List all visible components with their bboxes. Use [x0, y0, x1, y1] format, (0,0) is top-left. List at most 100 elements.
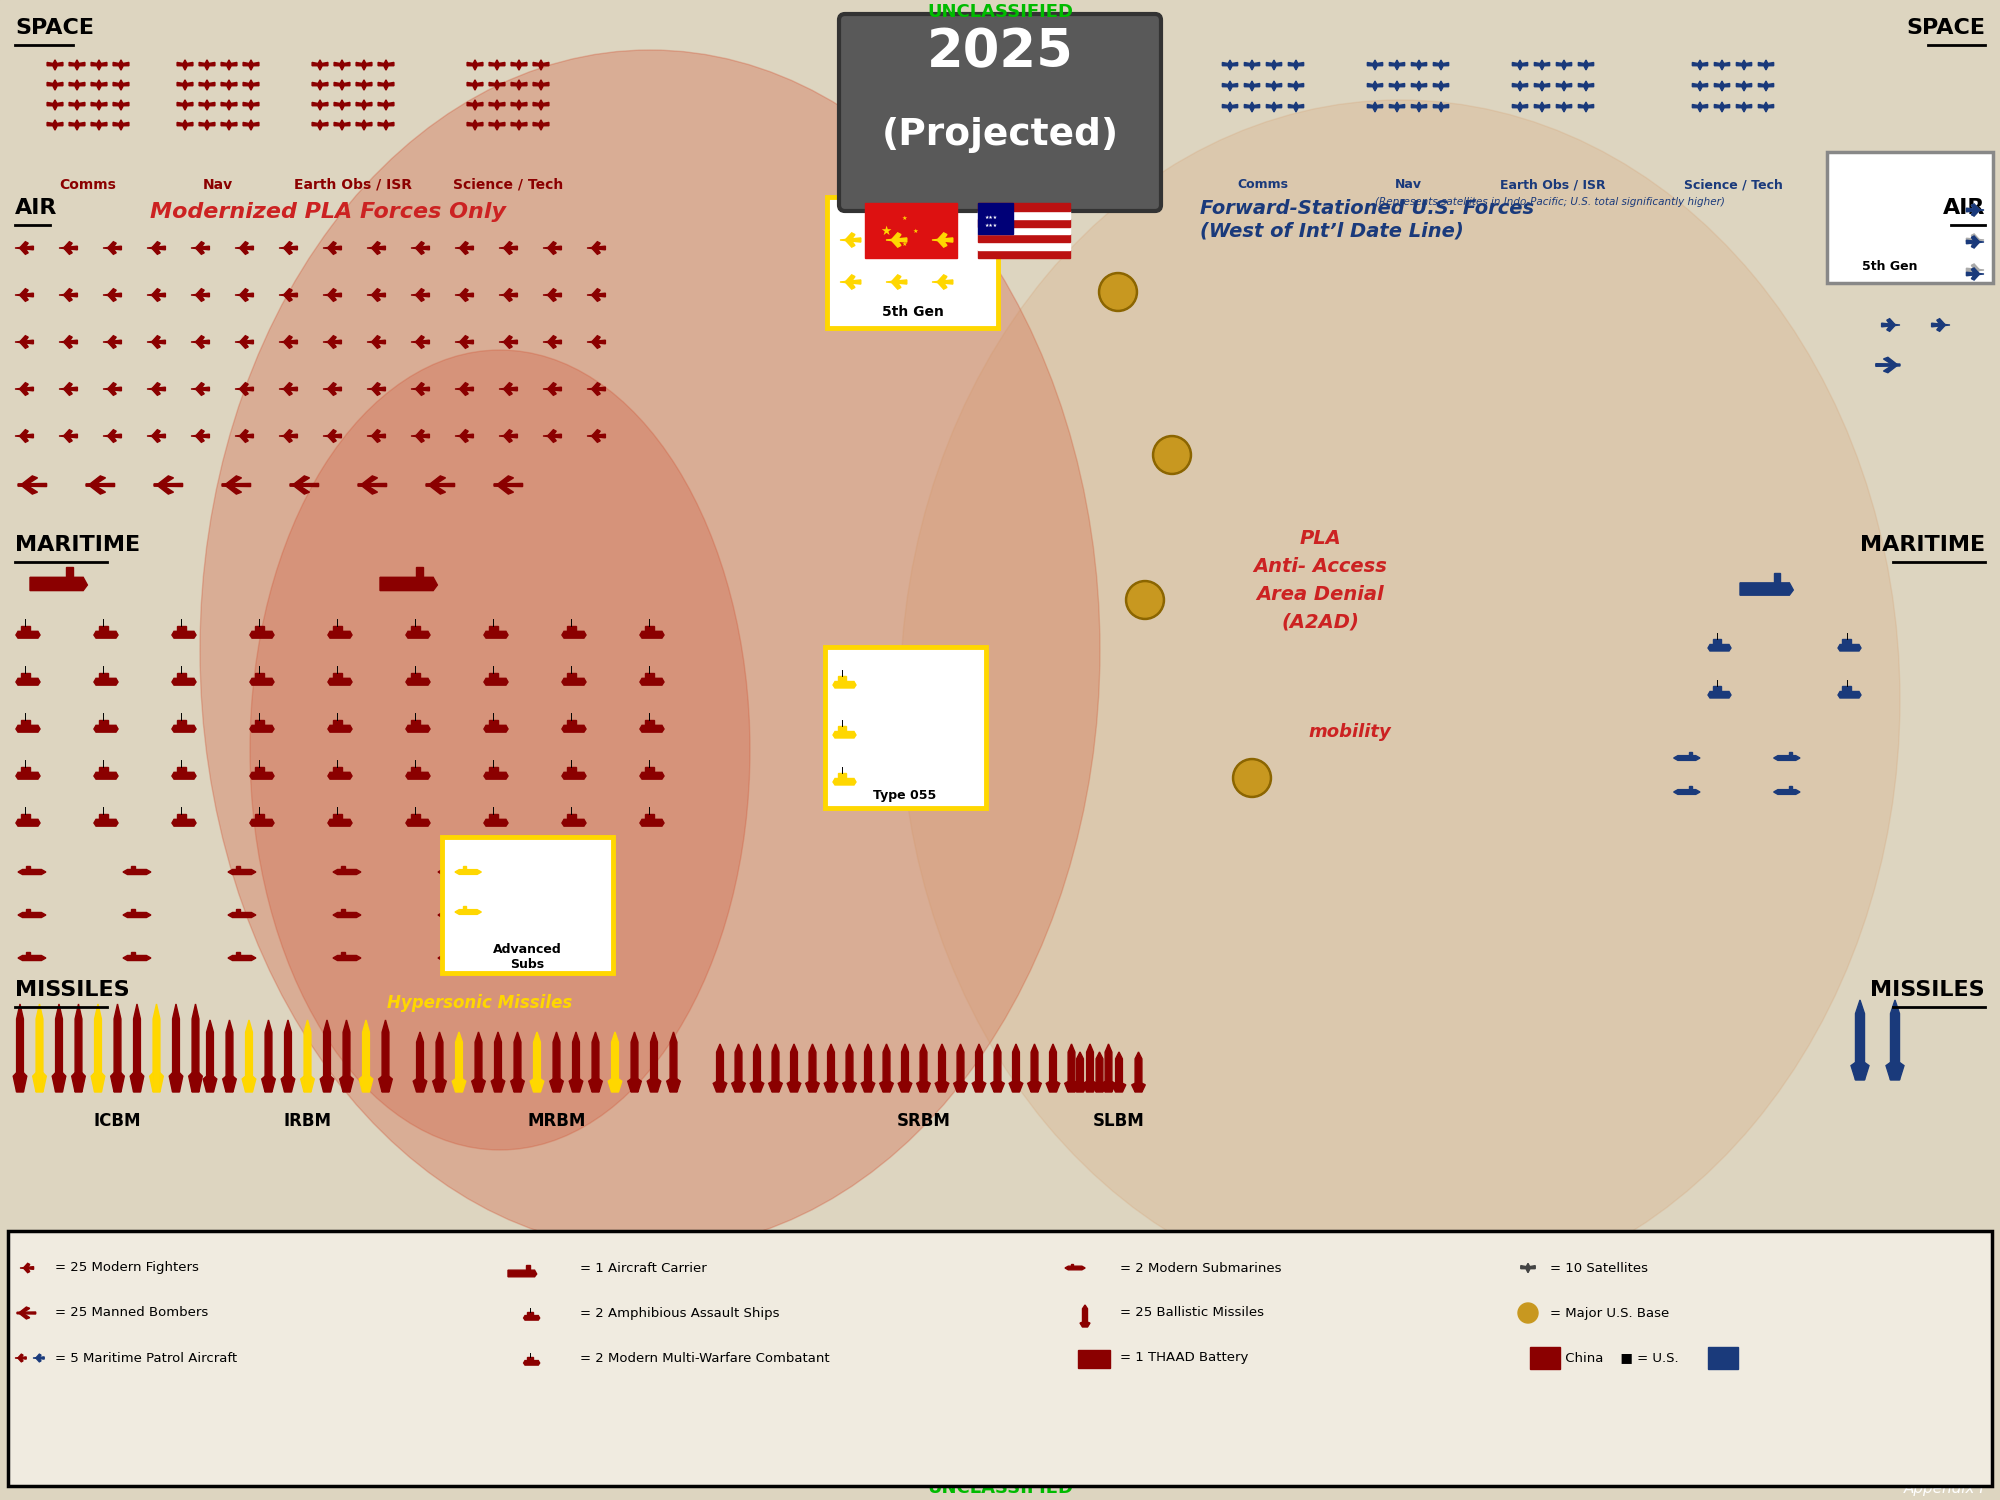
Polygon shape — [1272, 60, 1276, 70]
Polygon shape — [516, 100, 522, 109]
Polygon shape — [644, 672, 654, 678]
Polygon shape — [544, 102, 548, 105]
Polygon shape — [1368, 63, 1372, 66]
Polygon shape — [500, 123, 504, 126]
Polygon shape — [114, 82, 118, 86]
Polygon shape — [482, 1078, 486, 1092]
Text: Appendix I: Appendix I — [1904, 1480, 1986, 1496]
Polygon shape — [534, 1032, 540, 1092]
Polygon shape — [1856, 1000, 1864, 1080]
FancyBboxPatch shape — [826, 646, 986, 808]
Polygon shape — [1972, 264, 1980, 270]
Polygon shape — [204, 80, 210, 90]
Polygon shape — [172, 1004, 180, 1092]
Polygon shape — [254, 63, 258, 66]
Polygon shape — [320, 1076, 324, 1092]
Polygon shape — [1578, 105, 1584, 108]
Polygon shape — [1932, 322, 1950, 327]
Polygon shape — [20, 720, 30, 726]
Polygon shape — [456, 433, 474, 438]
Polygon shape — [226, 60, 232, 70]
Polygon shape — [284, 382, 292, 388]
Text: mobility: mobility — [1308, 723, 1392, 741]
Polygon shape — [592, 336, 600, 342]
Polygon shape — [228, 870, 256, 874]
Polygon shape — [20, 242, 28, 248]
Polygon shape — [246, 1020, 252, 1092]
Polygon shape — [1768, 63, 1774, 66]
Polygon shape — [1106, 1044, 1112, 1092]
Polygon shape — [18, 483, 46, 486]
Polygon shape — [284, 1020, 292, 1092]
Polygon shape — [500, 292, 518, 297]
Polygon shape — [48, 82, 52, 86]
Polygon shape — [322, 63, 328, 66]
Polygon shape — [104, 387, 122, 392]
Polygon shape — [1556, 105, 1562, 108]
Polygon shape — [342, 952, 344, 956]
Polygon shape — [60, 433, 78, 438]
Polygon shape — [324, 340, 342, 344]
Polygon shape — [592, 248, 600, 255]
Polygon shape — [1288, 105, 1294, 108]
Polygon shape — [522, 63, 526, 66]
Polygon shape — [1736, 84, 1742, 87]
Polygon shape — [476, 1032, 482, 1092]
Polygon shape — [92, 63, 96, 66]
Polygon shape — [92, 102, 96, 105]
Polygon shape — [566, 720, 576, 726]
Polygon shape — [534, 102, 538, 105]
Polygon shape — [750, 1082, 754, 1092]
Polygon shape — [456, 909, 482, 915]
Polygon shape — [108, 296, 116, 302]
Polygon shape — [460, 288, 468, 296]
Polygon shape — [204, 60, 210, 70]
Polygon shape — [898, 1082, 902, 1092]
Polygon shape — [284, 288, 292, 296]
Polygon shape — [478, 102, 482, 105]
Polygon shape — [416, 242, 424, 248]
Polygon shape — [1294, 81, 1298, 92]
Polygon shape — [254, 720, 264, 726]
Polygon shape — [494, 80, 500, 90]
Text: ★: ★ — [914, 228, 918, 234]
Polygon shape — [1746, 84, 1752, 87]
Polygon shape — [588, 292, 606, 297]
Polygon shape — [210, 123, 214, 126]
Text: SPACE: SPACE — [16, 18, 94, 38]
Text: UNCLASSIFIED: UNCLASSIFIED — [928, 1479, 1072, 1497]
Polygon shape — [1116, 1052, 1122, 1092]
Polygon shape — [1412, 105, 1416, 108]
Polygon shape — [1712, 639, 1720, 645]
Polygon shape — [118, 80, 124, 90]
Polygon shape — [460, 342, 468, 348]
Polygon shape — [332, 813, 342, 819]
Polygon shape — [946, 1082, 948, 1092]
Polygon shape — [152, 288, 160, 296]
Polygon shape — [224, 476, 242, 484]
Polygon shape — [502, 1078, 504, 1092]
Polygon shape — [328, 772, 352, 778]
Polygon shape — [908, 1082, 912, 1092]
Polygon shape — [510, 1078, 514, 1092]
Polygon shape — [20, 288, 28, 296]
Polygon shape — [416, 382, 424, 388]
Polygon shape — [370, 1076, 372, 1092]
Polygon shape — [1768, 84, 1774, 87]
Polygon shape — [544, 340, 562, 344]
Polygon shape — [562, 632, 586, 638]
Polygon shape — [222, 483, 250, 486]
Polygon shape — [1228, 81, 1232, 92]
Polygon shape — [204, 100, 210, 109]
Polygon shape — [150, 1072, 154, 1092]
Polygon shape — [548, 382, 556, 388]
Polygon shape — [92, 123, 96, 126]
Polygon shape — [244, 123, 248, 126]
Polygon shape — [344, 123, 350, 126]
Polygon shape — [890, 1082, 894, 1092]
Polygon shape — [132, 952, 134, 956]
Polygon shape — [494, 120, 500, 130]
Polygon shape — [552, 865, 554, 870]
Polygon shape — [562, 772, 586, 778]
Polygon shape — [548, 242, 556, 248]
